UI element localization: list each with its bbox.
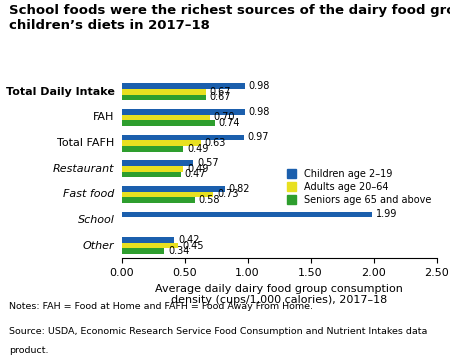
- Text: 0.98: 0.98: [249, 81, 270, 91]
- Bar: [122, 89, 206, 95]
- Text: School: School: [78, 215, 115, 225]
- Text: School foods were the richest sources of the dairy food group in
children’s diet: School foods were the richest sources of…: [9, 4, 450, 32]
- Bar: [122, 95, 206, 100]
- Text: 0.82: 0.82: [229, 184, 250, 194]
- Bar: [122, 172, 181, 177]
- Text: Other: Other: [83, 241, 115, 251]
- Text: 0.34: 0.34: [168, 246, 189, 256]
- Text: 0.70: 0.70: [213, 112, 235, 122]
- Bar: [122, 186, 225, 192]
- Text: 1.99: 1.99: [376, 209, 397, 219]
- Text: Source: USDA, Economic Research Service Food Consumption and Nutrient Intakes da: Source: USDA, Economic Research Service …: [9, 327, 428, 336]
- Bar: [122, 197, 194, 203]
- Text: FAH: FAH: [93, 112, 115, 122]
- Text: 0.67: 0.67: [210, 87, 231, 97]
- Text: 0.49: 0.49: [187, 144, 208, 154]
- Text: 0.57: 0.57: [197, 158, 219, 168]
- Bar: [122, 248, 164, 254]
- Text: 0.73: 0.73: [217, 190, 239, 199]
- Bar: [122, 135, 244, 140]
- Bar: [122, 83, 245, 89]
- Bar: [122, 109, 245, 115]
- Bar: [122, 115, 210, 120]
- Text: 0.49: 0.49: [187, 164, 208, 174]
- Text: Total FAFH: Total FAFH: [57, 138, 115, 148]
- Bar: [122, 237, 175, 243]
- Text: 0.74: 0.74: [219, 118, 240, 128]
- Bar: [122, 140, 201, 146]
- Text: 0.45: 0.45: [182, 241, 203, 251]
- Text: Fast food: Fast food: [63, 190, 115, 199]
- Bar: [122, 211, 372, 217]
- Bar: [122, 243, 178, 248]
- Text: 0.67: 0.67: [210, 93, 231, 102]
- Bar: [122, 146, 183, 151]
- Bar: [122, 120, 215, 126]
- Text: 0.98: 0.98: [249, 107, 270, 117]
- Text: Restaurant: Restaurant: [53, 164, 115, 174]
- Bar: [122, 166, 183, 172]
- Text: Total Daily Intake: Total Daily Intake: [6, 87, 115, 97]
- Text: 0.97: 0.97: [248, 132, 269, 143]
- Text: Notes: FAH = Food at Home and FAFH = Food Away From Home.: Notes: FAH = Food at Home and FAFH = Foo…: [9, 302, 313, 311]
- Text: 0.58: 0.58: [198, 195, 220, 205]
- X-axis label: Average daily dairy food group consumption
density (cups/1,000 calories), 2017–1: Average daily dairy food group consumpti…: [155, 284, 403, 306]
- Text: 0.42: 0.42: [178, 235, 200, 245]
- Legend: Children age 2–19, Adults age 20–64, Seniors age 65 and above: Children age 2–19, Adults age 20–64, Sen…: [287, 169, 432, 205]
- Text: 0.47: 0.47: [184, 169, 206, 180]
- Bar: [122, 192, 213, 197]
- Text: 0.63: 0.63: [205, 138, 226, 148]
- Text: product.: product.: [9, 346, 49, 355]
- Bar: [122, 160, 194, 166]
